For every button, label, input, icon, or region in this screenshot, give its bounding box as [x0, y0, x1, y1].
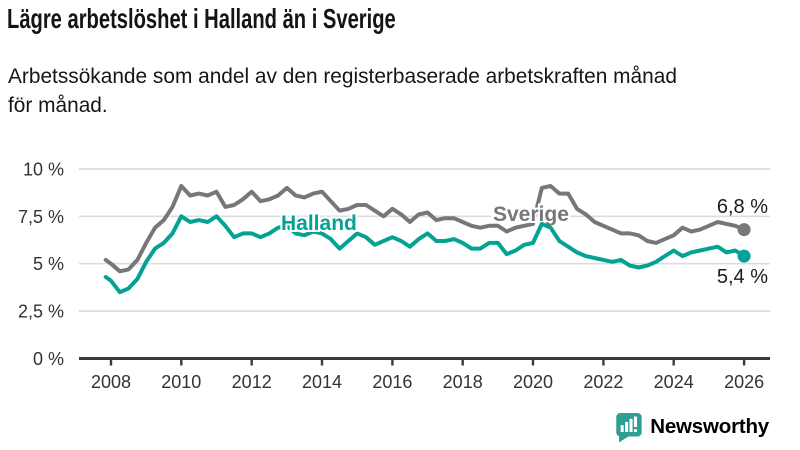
newsworthy-wordmark: Newsworthy: [650, 415, 769, 438]
y-tick-label: 10 %: [23, 160, 64, 180]
end-dot-sverige: [737, 223, 751, 237]
newsworthy-logo[interactable]: Newsworthy: [614, 411, 769, 443]
x-tick-label: 2024: [654, 372, 694, 392]
y-tick-label: 7,5 %: [18, 207, 64, 227]
page-title: Lägre arbetslöshet i Halland än i Sverig…: [7, 3, 396, 34]
y-tick-label: 2,5 %: [18, 302, 64, 322]
series-line-sverige: [103, 184, 747, 274]
chart-subtitle: Arbetssökande som andel av den registerb…: [8, 64, 677, 117]
newsworthy-bubble-chart-icon: [616, 412, 642, 443]
x-tick-label: 2014: [302, 372, 342, 392]
end-value-label-halland: 5,4 %: [717, 266, 768, 288]
x-tick-label: 2008: [91, 372, 131, 392]
series-label-sverige: Sverige: [493, 203, 569, 226]
x-tick-label: 2010: [161, 372, 201, 392]
y-tick-label: 5 %: [33, 254, 64, 274]
end-value-label-sverige: 6,8 %: [717, 196, 768, 218]
y-tick-label: 0 %: [33, 349, 64, 369]
x-tick-label: 2018: [443, 372, 483, 392]
end-dot-halland: [737, 249, 751, 263]
series-line-halland: [103, 214, 747, 295]
x-tick-label: 2012: [232, 372, 272, 392]
series-label-halland: Halland: [281, 212, 357, 235]
x-tick-label: 2022: [583, 372, 623, 392]
x-tick-label: 2026: [724, 372, 764, 392]
x-tick-label: 2016: [372, 372, 412, 392]
x-tick-label: 2020: [513, 372, 553, 392]
